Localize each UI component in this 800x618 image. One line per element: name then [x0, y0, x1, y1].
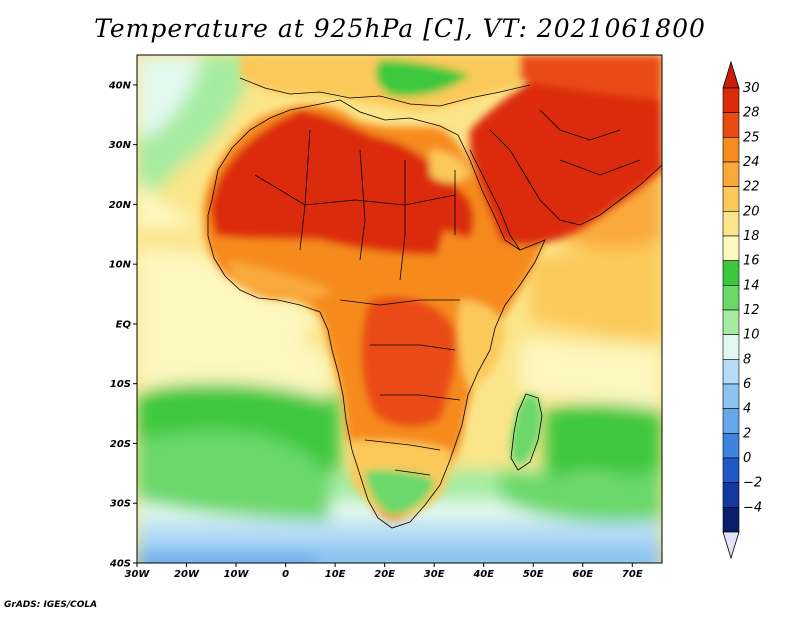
colorbar-swatch — [722, 161, 740, 187]
colorbar-label: 28 — [743, 106, 760, 121]
colorbar-swatch — [722, 433, 740, 459]
colorbar-label: 8 — [743, 352, 751, 367]
colorbar-swatch — [722, 482, 740, 508]
colorbar-top-arrow — [722, 60, 740, 89]
colorbar-swatch — [722, 112, 740, 138]
colorbar-label: 22 — [743, 180, 760, 195]
colorbar-label: 24 — [743, 155, 760, 170]
colorbar-swatch — [722, 211, 740, 237]
colorbar-swatch — [722, 457, 740, 483]
colorbar-label: −4 — [743, 500, 762, 515]
lon-tick-label: 50E — [523, 569, 544, 580]
lon-tick-label: 10W — [224, 569, 250, 580]
colorbar-label: 2 — [743, 426, 751, 441]
lon-tick-label: 60E — [572, 569, 593, 580]
lon-tick-label: 30W — [125, 569, 151, 580]
colorbar-swatch — [722, 235, 740, 261]
colorbar-label: 20 — [743, 204, 760, 219]
lat-tick-label: 30N — [109, 140, 132, 151]
lat-tick-label: 20N — [109, 200, 132, 211]
credit-label: GrADS: IGES/COLA — [4, 600, 98, 610]
colorbar-label: 30 — [743, 81, 760, 96]
lat-tick-label: 40N — [108, 80, 132, 91]
lon-tick-label: 40E — [472, 569, 494, 580]
colorbar-label: 16 — [743, 254, 760, 269]
colorbar-label: 6 — [743, 377, 751, 392]
lon-tick-label: 10E — [325, 569, 346, 580]
colorbar-label: 0 — [743, 451, 751, 466]
lon-tick-label: 20E — [374, 569, 395, 580]
lat-tick-label: 20S — [110, 439, 131, 450]
colorbar-label: 4 — [743, 402, 751, 417]
plot-frame — [136, 54, 663, 564]
colorbar-label: 12 — [743, 303, 760, 318]
colorbar-swatch — [722, 87, 740, 113]
lat-tick-label: 40S — [109, 559, 131, 570]
colorbar-swatch — [722, 334, 740, 360]
lat-tick-label: 10N — [109, 260, 132, 271]
colorbar-label: 25 — [743, 130, 760, 145]
temperature-field — [137, 55, 662, 563]
colorbar-label: 14 — [743, 278, 760, 293]
colorbar-label: 10 — [743, 328, 760, 343]
colorbar-swatch — [722, 186, 740, 212]
map-title: Temperature at 925hPa [C], VT: 202106180… — [94, 14, 706, 43]
colorbar-swatch — [722, 137, 740, 163]
colorbar-swatch — [722, 285, 740, 311]
lat-tick-label: 10S — [110, 379, 131, 390]
colorbar-swatch — [722, 383, 740, 409]
colorbar-swatch — [722, 260, 740, 286]
lon-tick-label: 20W — [174, 569, 200, 580]
lat-tick-label: EQ — [116, 319, 132, 330]
colorbar-label: −2 — [743, 476, 762, 491]
colorbar-swatch — [722, 507, 740, 533]
colorbar-bottom-arrow — [722, 531, 740, 560]
lon-tick-label: 70E — [622, 569, 643, 580]
colorbar-swatch — [722, 309, 740, 335]
lat-tick-label: 30S — [110, 499, 131, 510]
colorbar-swatch — [722, 359, 740, 385]
colorbar-swatch — [722, 408, 740, 434]
lon-tick-label: 0 — [282, 569, 289, 580]
colorbar-label: 18 — [743, 229, 760, 244]
lon-tick-label: 30E — [424, 569, 445, 580]
